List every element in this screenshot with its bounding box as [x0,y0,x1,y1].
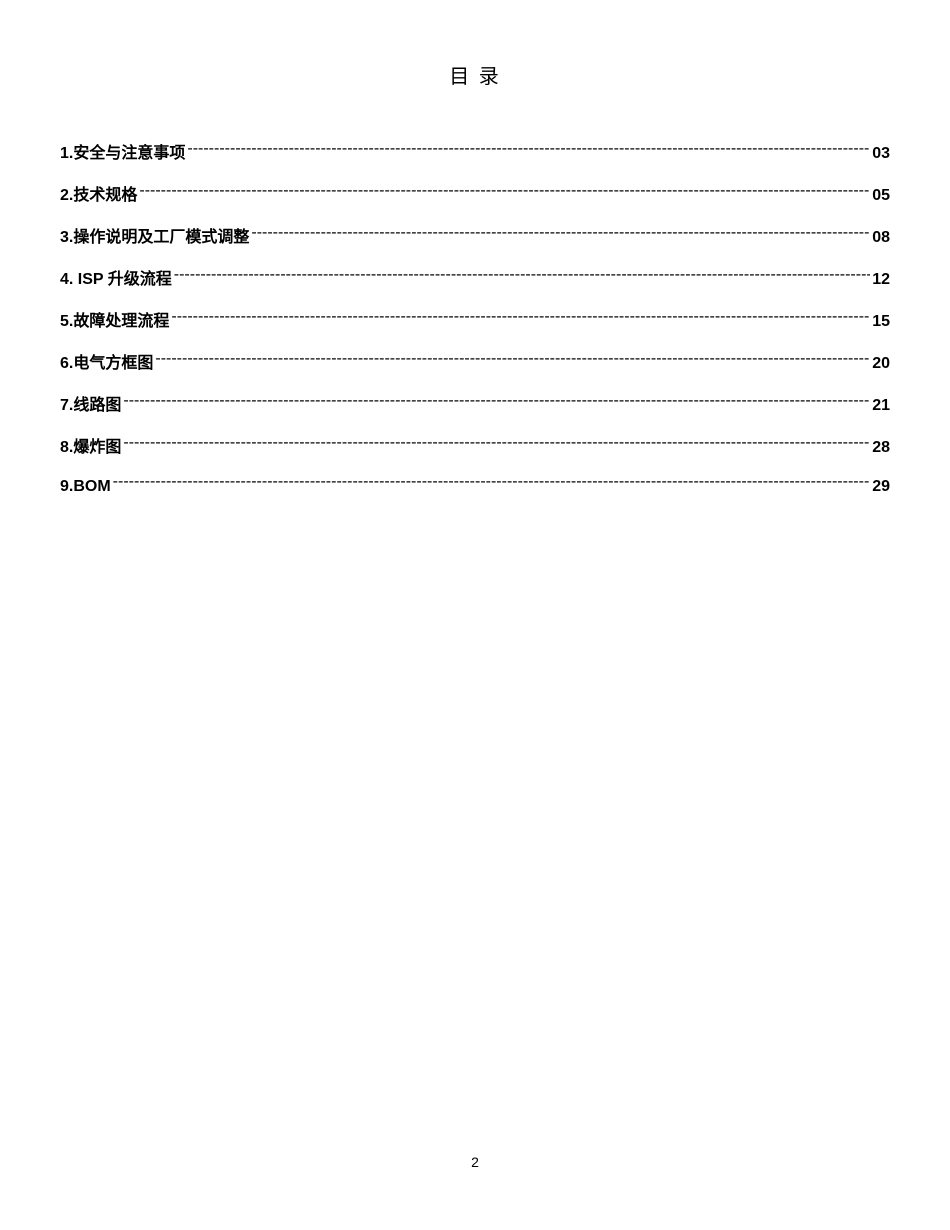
toc-item-label: 8.爆炸图 [60,433,121,457]
toc-item: 3.操作说明及工厂模式调整 08 [60,223,890,247]
toc-item-page: 20 [872,355,890,373]
toc-leader [171,310,870,326]
toc-item-label: 3.操作说明及工厂模式调整 [60,223,249,247]
toc-leader [251,226,870,242]
toc-leader [113,475,871,491]
toc-leader [174,268,870,284]
toc-leader [187,142,870,158]
toc-item-page: 29 [872,478,890,496]
toc-item-page: 21 [872,397,890,415]
toc-item-page: 15 [872,313,890,331]
toc-item-label: 4. ISP 升级流程 [60,265,172,289]
toc-item: 7.线路图 21 [60,391,890,415]
page-number: 2 [0,1154,950,1170]
toc-item-label: 1.安全与注意事项 [60,139,185,163]
toc-item-label: 6.电气方框图 [60,349,153,373]
toc-item: 6.电气方框图 20 [60,349,890,373]
toc-item-label: 9.BOM [60,478,111,496]
toc-leader [139,184,870,200]
document-page: 目 录 1.安全与注意事项 03 2.技术规格 05 3.操作说明及工厂模式调整… [0,0,950,496]
toc-item-page: 28 [872,439,890,457]
toc-item: 4. ISP 升级流程 12 [60,265,890,289]
toc-item-page: 12 [872,271,890,289]
toc-item-label: 7.线路图 [60,391,121,415]
toc-list: 1.安全与注意事项 03 2.技术规格 05 3.操作说明及工厂模式调整 08 … [60,139,890,496]
toc-item-page: 05 [872,187,890,205]
toc-leader [123,436,870,452]
toc-item-label: 5.故障处理流程 [60,307,169,331]
toc-title: 目 录 [60,60,890,89]
toc-item: 5.故障处理流程 15 [60,307,890,331]
toc-item: 2.技术规格 05 [60,181,890,205]
toc-item: 9.BOM 29 [60,475,890,496]
toc-item-page: 08 [872,229,890,247]
toc-item-label: 2.技术规格 [60,181,137,205]
toc-leader [123,394,870,410]
toc-item-page: 03 [872,145,890,163]
toc-item: 8.爆炸图 28 [60,433,890,457]
toc-item: 1.安全与注意事项 03 [60,139,890,163]
toc-leader [155,352,870,368]
